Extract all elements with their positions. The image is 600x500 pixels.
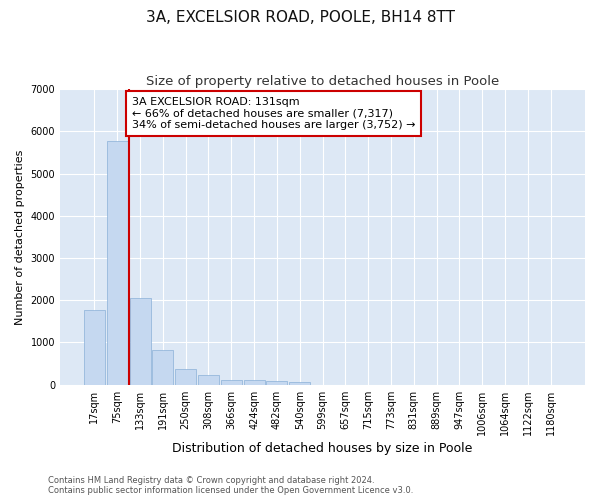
Bar — [84, 310, 105, 384]
Bar — [244, 380, 265, 384]
Bar — [130, 298, 151, 384]
Bar — [152, 350, 173, 384]
Bar — [289, 382, 310, 384]
Text: 3A, EXCELSIOR ROAD, POOLE, BH14 8TT: 3A, EXCELSIOR ROAD, POOLE, BH14 8TT — [146, 10, 455, 25]
Bar — [266, 381, 287, 384]
Bar — [198, 375, 219, 384]
X-axis label: Distribution of detached houses by size in Poole: Distribution of detached houses by size … — [172, 442, 473, 455]
Title: Size of property relative to detached houses in Poole: Size of property relative to detached ho… — [146, 75, 499, 88]
Bar — [221, 380, 242, 384]
Y-axis label: Number of detached properties: Number of detached properties — [15, 149, 25, 324]
Text: Contains HM Land Registry data © Crown copyright and database right 2024.
Contai: Contains HM Land Registry data © Crown c… — [48, 476, 413, 495]
Text: 3A EXCELSIOR ROAD: 131sqm
← 66% of detached houses are smaller (7,317)
34% of se: 3A EXCELSIOR ROAD: 131sqm ← 66% of detac… — [132, 97, 416, 130]
Bar — [175, 370, 196, 384]
Bar — [107, 140, 128, 384]
